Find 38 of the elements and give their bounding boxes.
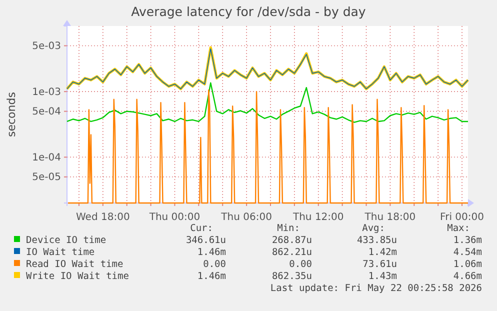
text: Last update: Fri May 22 00:25:58 2026 (270, 283, 482, 294)
text: 862.35u (272, 271, 312, 282)
x-tick-label: Thu 06:00 (220, 212, 272, 223)
text: Avg: (362, 223, 385, 234)
y-axis-title: seconds (5, 92, 18, 137)
text: 1.43m (368, 271, 398, 282)
text: 1.06m (453, 259, 482, 270)
y-tick-label: 5e-04 (32, 106, 61, 118)
text: 346.61u (186, 235, 226, 246)
text: 1.46m (197, 247, 226, 258)
text: Cur: (190, 223, 213, 234)
text: 4.54m (453, 247, 482, 258)
legend-label: Device IO time (26, 235, 106, 246)
x-tick-label: Thu 18:00 (364, 212, 416, 223)
legend-label: Write IO Wait time (26, 271, 130, 282)
text: Min: (277, 223, 300, 234)
y-tick-label: 5e-05 (32, 172, 61, 184)
text: 0.00 (203, 259, 226, 270)
text: 862.21u (272, 247, 312, 258)
y-tick-label: 1e-04 (32, 152, 61, 164)
x-tick-label: Thu 12:00 (292, 212, 344, 223)
text: 73.61u (362, 259, 397, 270)
y-tick-label: 5e-03 (32, 40, 61, 52)
text: 4.66m (453, 271, 482, 282)
text: 0.00 (289, 259, 312, 270)
text: 268.87u (272, 235, 312, 246)
text: 433.85u (356, 235, 397, 246)
text: 1.46m (197, 271, 226, 282)
x-tick-label: Wed 18:00 (76, 212, 130, 223)
text: Max: (447, 223, 470, 234)
x-tick-label: Thu 00:00 (148, 212, 200, 223)
legend-label: Read IO Wait time (26, 259, 124, 270)
x-tick-label: Fri 00:00 (440, 212, 484, 223)
legend-label: IO Wait time (26, 247, 95, 258)
text: 1.36m (453, 235, 482, 246)
text: 1.42m (368, 247, 398, 258)
y-tick-label: 1e-03 (32, 86, 61, 98)
chart-title: Average latency for /dev/sda - by day (131, 4, 366, 19)
